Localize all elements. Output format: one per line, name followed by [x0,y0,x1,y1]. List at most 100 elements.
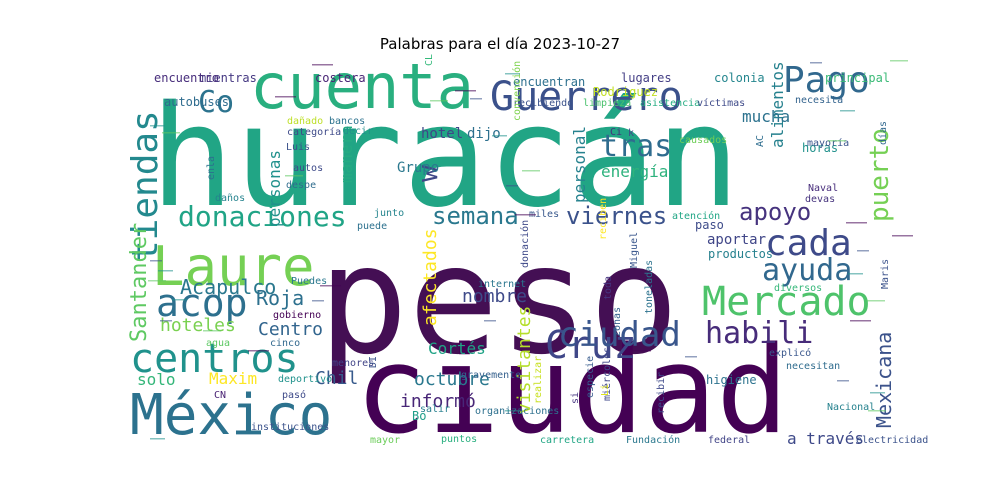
word-habili: habili [705,316,813,351]
word-centros: centros [130,336,299,382]
word-dijo: dijo [467,126,501,142]
word-dias: días [877,121,889,145]
word-instituciones: instituciones [251,422,329,433]
filler-word [312,300,324,302]
filler-word [470,98,482,100]
word-informo: informó [400,391,476,412]
word-co: Co [198,85,234,120]
word-mientras: mientras [199,71,257,85]
filler-word [285,175,303,177]
word-autos: autos [293,163,323,174]
word-ci: Ci [610,127,622,138]
chart-title: Palabras para el día 2023-10-27 [379,35,621,53]
word-cn: CN [214,390,226,401]
word-despe: despe [286,180,316,191]
word-pago: Pago [783,60,870,101]
filler-word [515,214,536,216]
word-mayor: mayor [370,435,400,446]
word-horas: horas [802,141,838,155]
word-higiene: higiene [706,373,757,387]
word-acop: acop [156,281,248,325]
word-puerto: puerto [865,128,895,222]
word-mercado: Mercado [702,279,871,325]
word-w: w [411,165,444,182]
filler-word [848,273,863,275]
filler-word [850,320,871,322]
word-chil: Chil [315,368,358,389]
filler-word [172,299,187,301]
word-asistencia: asistencia [640,98,700,109]
word-atencion: atención [672,210,720,222]
filler-word [892,235,913,237]
word-zonas: zonas [612,307,623,337]
filler-word [455,90,476,92]
word-guerrero: Guerrero [490,74,683,120]
word-puede: puede [357,221,387,232]
word-li: Li [600,384,611,396]
word-naval: Naval [808,183,838,194]
word-puedes: Puedes [291,276,327,287]
word-paso: pasó [282,389,306,401]
word-internet: internet [478,279,526,290]
filler-word [630,350,651,352]
filler-word [312,64,333,66]
word-miguel: Miguel [629,232,640,268]
word-danado: dañado [287,116,323,127]
word-di: DI [368,356,379,368]
word-carretera: carretera [540,435,594,446]
word-bancos: bancos [329,116,365,127]
word-donacion: donación [519,220,531,268]
filler-word [150,260,162,262]
word-energia: energía [601,162,668,181]
filler-word [158,270,173,272]
filler-word [810,62,822,64]
word-semana: semana [432,202,519,230]
filler-word [846,222,867,224]
word-santander: Santander [127,223,152,342]
word-grupo: Grupo [397,160,439,176]
filler-word [430,100,448,102]
word-recibiendo: recibiendo [513,98,573,109]
word-mexicana: Mexicana [872,332,896,428]
filler-word [840,110,855,112]
filler-word [890,60,908,62]
word-encuentran: encuentran [513,75,585,89]
word-puntos: puntos [441,434,477,445]
word-devas: devas [805,194,835,205]
word-mayoria: mayoría [807,137,849,149]
word-maxim: Maxim [209,369,257,388]
filler-word [857,250,869,252]
word-acapulco: Acapulco [180,275,276,299]
word-paso: paso [695,218,724,232]
filler-word [160,320,172,322]
word-solo: solo [137,370,176,389]
word-principal: principal [825,71,890,85]
filler-word [522,170,540,172]
filler-word [867,300,885,302]
word-donaciones: donaciones [178,200,347,233]
filler-word [505,410,520,412]
filler-word [506,185,518,187]
word-costera: costera [315,71,366,85]
filler-word [505,73,520,75]
word-octubre: octubre [414,369,490,390]
word-federal: federal [708,435,750,446]
word-realizar: realizar [533,356,544,404]
word-apoyo: apoyo [739,198,811,226]
word-salir: salir [420,404,450,415]
word-huracan: huracán [150,76,740,239]
word-ac: AC [755,135,766,147]
word-necesita: necesita [795,95,843,106]
filler-word [150,125,165,127]
word-bo: Bo [412,409,426,423]
word-afectados: afectados [420,228,441,326]
word-decir: decir [343,126,373,137]
word-toneladas: toneladas [644,260,655,314]
word-viernes: viernes [566,202,667,230]
word-tiendas: tiendas [125,110,166,262]
word-ciudad: ciudad [558,315,681,355]
word-diversos: diversos [774,283,822,294]
word-gobierno: gobierno [273,310,321,321]
word-nombre: nombre [462,286,527,307]
